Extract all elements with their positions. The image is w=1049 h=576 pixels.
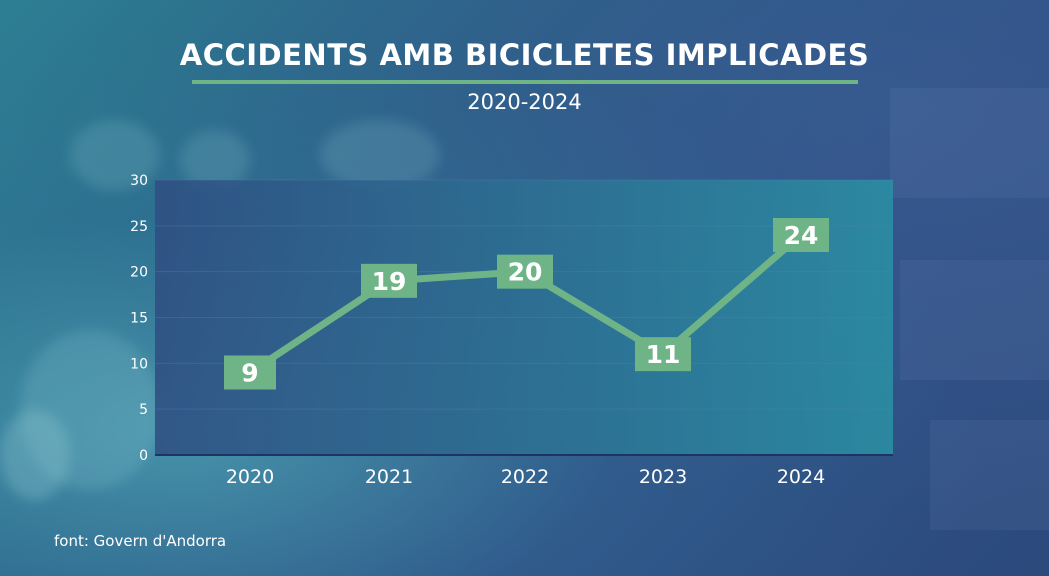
data-label-2024: 24: [784, 221, 819, 250]
data-label-2023: 11: [646, 340, 681, 369]
y-tick-label-0: 0: [139, 448, 148, 464]
x-tick-label-2020: 2020: [226, 466, 274, 488]
data-point-2021: [361, 263, 417, 298]
chart-subtitle: 2020-2024: [467, 90, 582, 114]
y-tick-label-25: 25: [130, 219, 148, 235]
data-labels: 9 19 20 11 24: [224, 218, 829, 390]
x-axis: 2020 2021 2022 2023 2024: [226, 466, 825, 488]
y-tick-label-5: 5: [139, 402, 148, 418]
data-point-2020: [224, 355, 276, 390]
plot-area: [155, 180, 893, 456]
background-block-3: [930, 420, 1049, 530]
y-axis: 0 5 10 15 20 25 30: [130, 173, 148, 464]
data-point-2022: [497, 254, 553, 289]
x-tick-label-2024: 2024: [777, 466, 825, 488]
y-tick-label-10: 10: [130, 356, 148, 372]
x-tick-label-2023: 2023: [639, 466, 687, 488]
data-label-2020: 9: [241, 359, 258, 388]
title-underline: [192, 80, 858, 84]
source-note: font: Govern d'Andorra: [54, 532, 227, 550]
chart-title: ACCIDENTS AMB BICICLETES IMPLICADES: [179, 38, 870, 72]
y-tick-label-30: 30: [130, 173, 148, 189]
background-blur-5: [70, 120, 160, 190]
data-point-2024: [773, 218, 829, 252]
background-blur-2: [0, 410, 70, 500]
data-label-2021: 19: [372, 267, 407, 296]
background-blur-1: [20, 330, 160, 490]
y-tick-label-15: 15: [130, 311, 148, 327]
x-tick-label-2021: 2021: [365, 466, 413, 488]
x-tick-label-2022: 2022: [501, 466, 549, 488]
background-blur-4: [320, 120, 440, 190]
background-block-2: [900, 260, 1049, 380]
data-label-2022: 20: [508, 258, 543, 287]
data-point-2023: [635, 337, 691, 372]
y-tick-label-20: 20: [130, 265, 148, 281]
background-block-1: [890, 88, 1049, 198]
